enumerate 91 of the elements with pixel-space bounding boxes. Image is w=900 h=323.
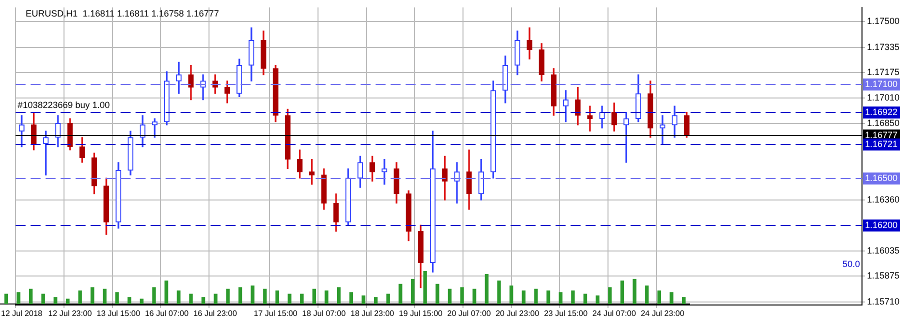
x-tick-label: 12 Jul 23:00 <box>48 309 92 318</box>
bar <box>546 290 550 304</box>
bar <box>312 288 316 304</box>
x-tick-label: 23 Jul 15:00 <box>544 309 588 318</box>
bar <box>152 287 156 304</box>
bar <box>288 294 292 304</box>
x-tick-label: 24 Jul 23:00 <box>640 309 685 318</box>
y-tick-label: 1.15875 <box>867 270 900 281</box>
y-tick-label: 1.17010 <box>867 92 900 103</box>
bar <box>115 292 119 304</box>
x-tick-label: 13 Jul 15:00 <box>96 309 141 318</box>
bar <box>176 290 180 304</box>
bar <box>78 290 82 304</box>
bar <box>510 286 514 304</box>
bar <box>645 286 649 304</box>
bar <box>657 290 662 304</box>
bar <box>571 290 575 304</box>
x-tick-label: 12 Jul 2018 <box>0 309 43 318</box>
bar <box>140 298 144 304</box>
x-tick-label: 20 Jul 23:00 <box>496 309 540 318</box>
bar <box>226 288 230 304</box>
bar <box>263 288 267 304</box>
bar <box>102 288 107 304</box>
bar <box>558 292 562 304</box>
x-tick-label: 20 Jul 07:00 <box>447 309 492 318</box>
bar <box>189 294 193 304</box>
x-tick-label: 16 Jul 23:00 <box>193 309 238 318</box>
bar <box>398 284 402 304</box>
ref-line-label: 1.16922 <box>865 106 898 117</box>
candlestick <box>454 162 460 204</box>
x-tick-label: 18 Jul 23:00 <box>350 309 395 318</box>
bar <box>238 287 242 304</box>
annotation: 50.0 <box>842 258 860 269</box>
ref-line-label: 1.17100 <box>865 78 898 89</box>
bar <box>670 292 674 304</box>
y-tick-label: 1.15710 <box>867 296 900 306</box>
y-tick-label: 1.16035 <box>867 245 900 256</box>
ref-line-label: 1.16200 <box>865 220 898 230</box>
bar <box>472 288 476 304</box>
bar <box>620 280 624 304</box>
ref-line-label: 1.16500 <box>865 172 898 183</box>
bar <box>16 292 20 304</box>
bar <box>522 290 526 304</box>
bar <box>460 287 464 304</box>
bar <box>324 290 328 304</box>
bar <box>374 297 378 304</box>
bar <box>337 287 341 304</box>
bar <box>362 295 366 304</box>
bar <box>436 284 440 304</box>
bar <box>4 294 8 304</box>
y-tick-label: 1.17500 <box>867 16 900 26</box>
bar <box>250 286 254 304</box>
x-tick-label: 19 Jul 15:00 <box>398 309 444 318</box>
bar <box>28 288 33 304</box>
bar <box>534 288 538 304</box>
bar <box>300 294 304 304</box>
x-tick-label: 17 Jul 15:00 <box>254 309 298 318</box>
x-tick-label: 24 Jul 07:00 <box>592 309 636 318</box>
chart-title: EURUSD,H1 1.16811 1.16811 1.16758 1.16777 <box>26 8 219 18</box>
y-tick-label: 1.16360 <box>867 194 900 205</box>
bar <box>423 271 427 304</box>
bar <box>583 294 588 304</box>
bar <box>164 280 168 304</box>
bar <box>632 278 636 304</box>
bar <box>201 297 206 304</box>
bar <box>90 287 94 304</box>
bar <box>386 294 390 304</box>
bar <box>128 297 132 304</box>
bar <box>349 292 353 304</box>
y-tick-label: 1.17175 <box>867 66 900 77</box>
annotation: #1038223669 buy 1.00 <box>18 100 110 110</box>
bar <box>497 280 501 304</box>
x-tick-label: 18 Jul 07:00 <box>302 309 346 318</box>
y-tick-label: 1.16850 <box>867 118 900 128</box>
candlestick <box>660 115 666 144</box>
bar <box>448 288 452 304</box>
bar <box>54 297 58 304</box>
bar <box>66 298 70 304</box>
bar <box>682 297 686 304</box>
bar <box>596 295 600 304</box>
ref-line-label: 1.16777 <box>865 130 898 140</box>
bar <box>410 278 415 304</box>
bar <box>41 294 45 304</box>
bar <box>608 287 612 304</box>
bar <box>484 274 489 304</box>
x-tick-label: 16 Jul 07:00 <box>144 309 190 318</box>
bar <box>214 294 218 304</box>
ref-line-label: 1.16721 <box>865 138 898 149</box>
candlestick <box>587 106 593 132</box>
y-tick-label: 1.17335 <box>867 42 900 52</box>
bar <box>275 290 280 304</box>
